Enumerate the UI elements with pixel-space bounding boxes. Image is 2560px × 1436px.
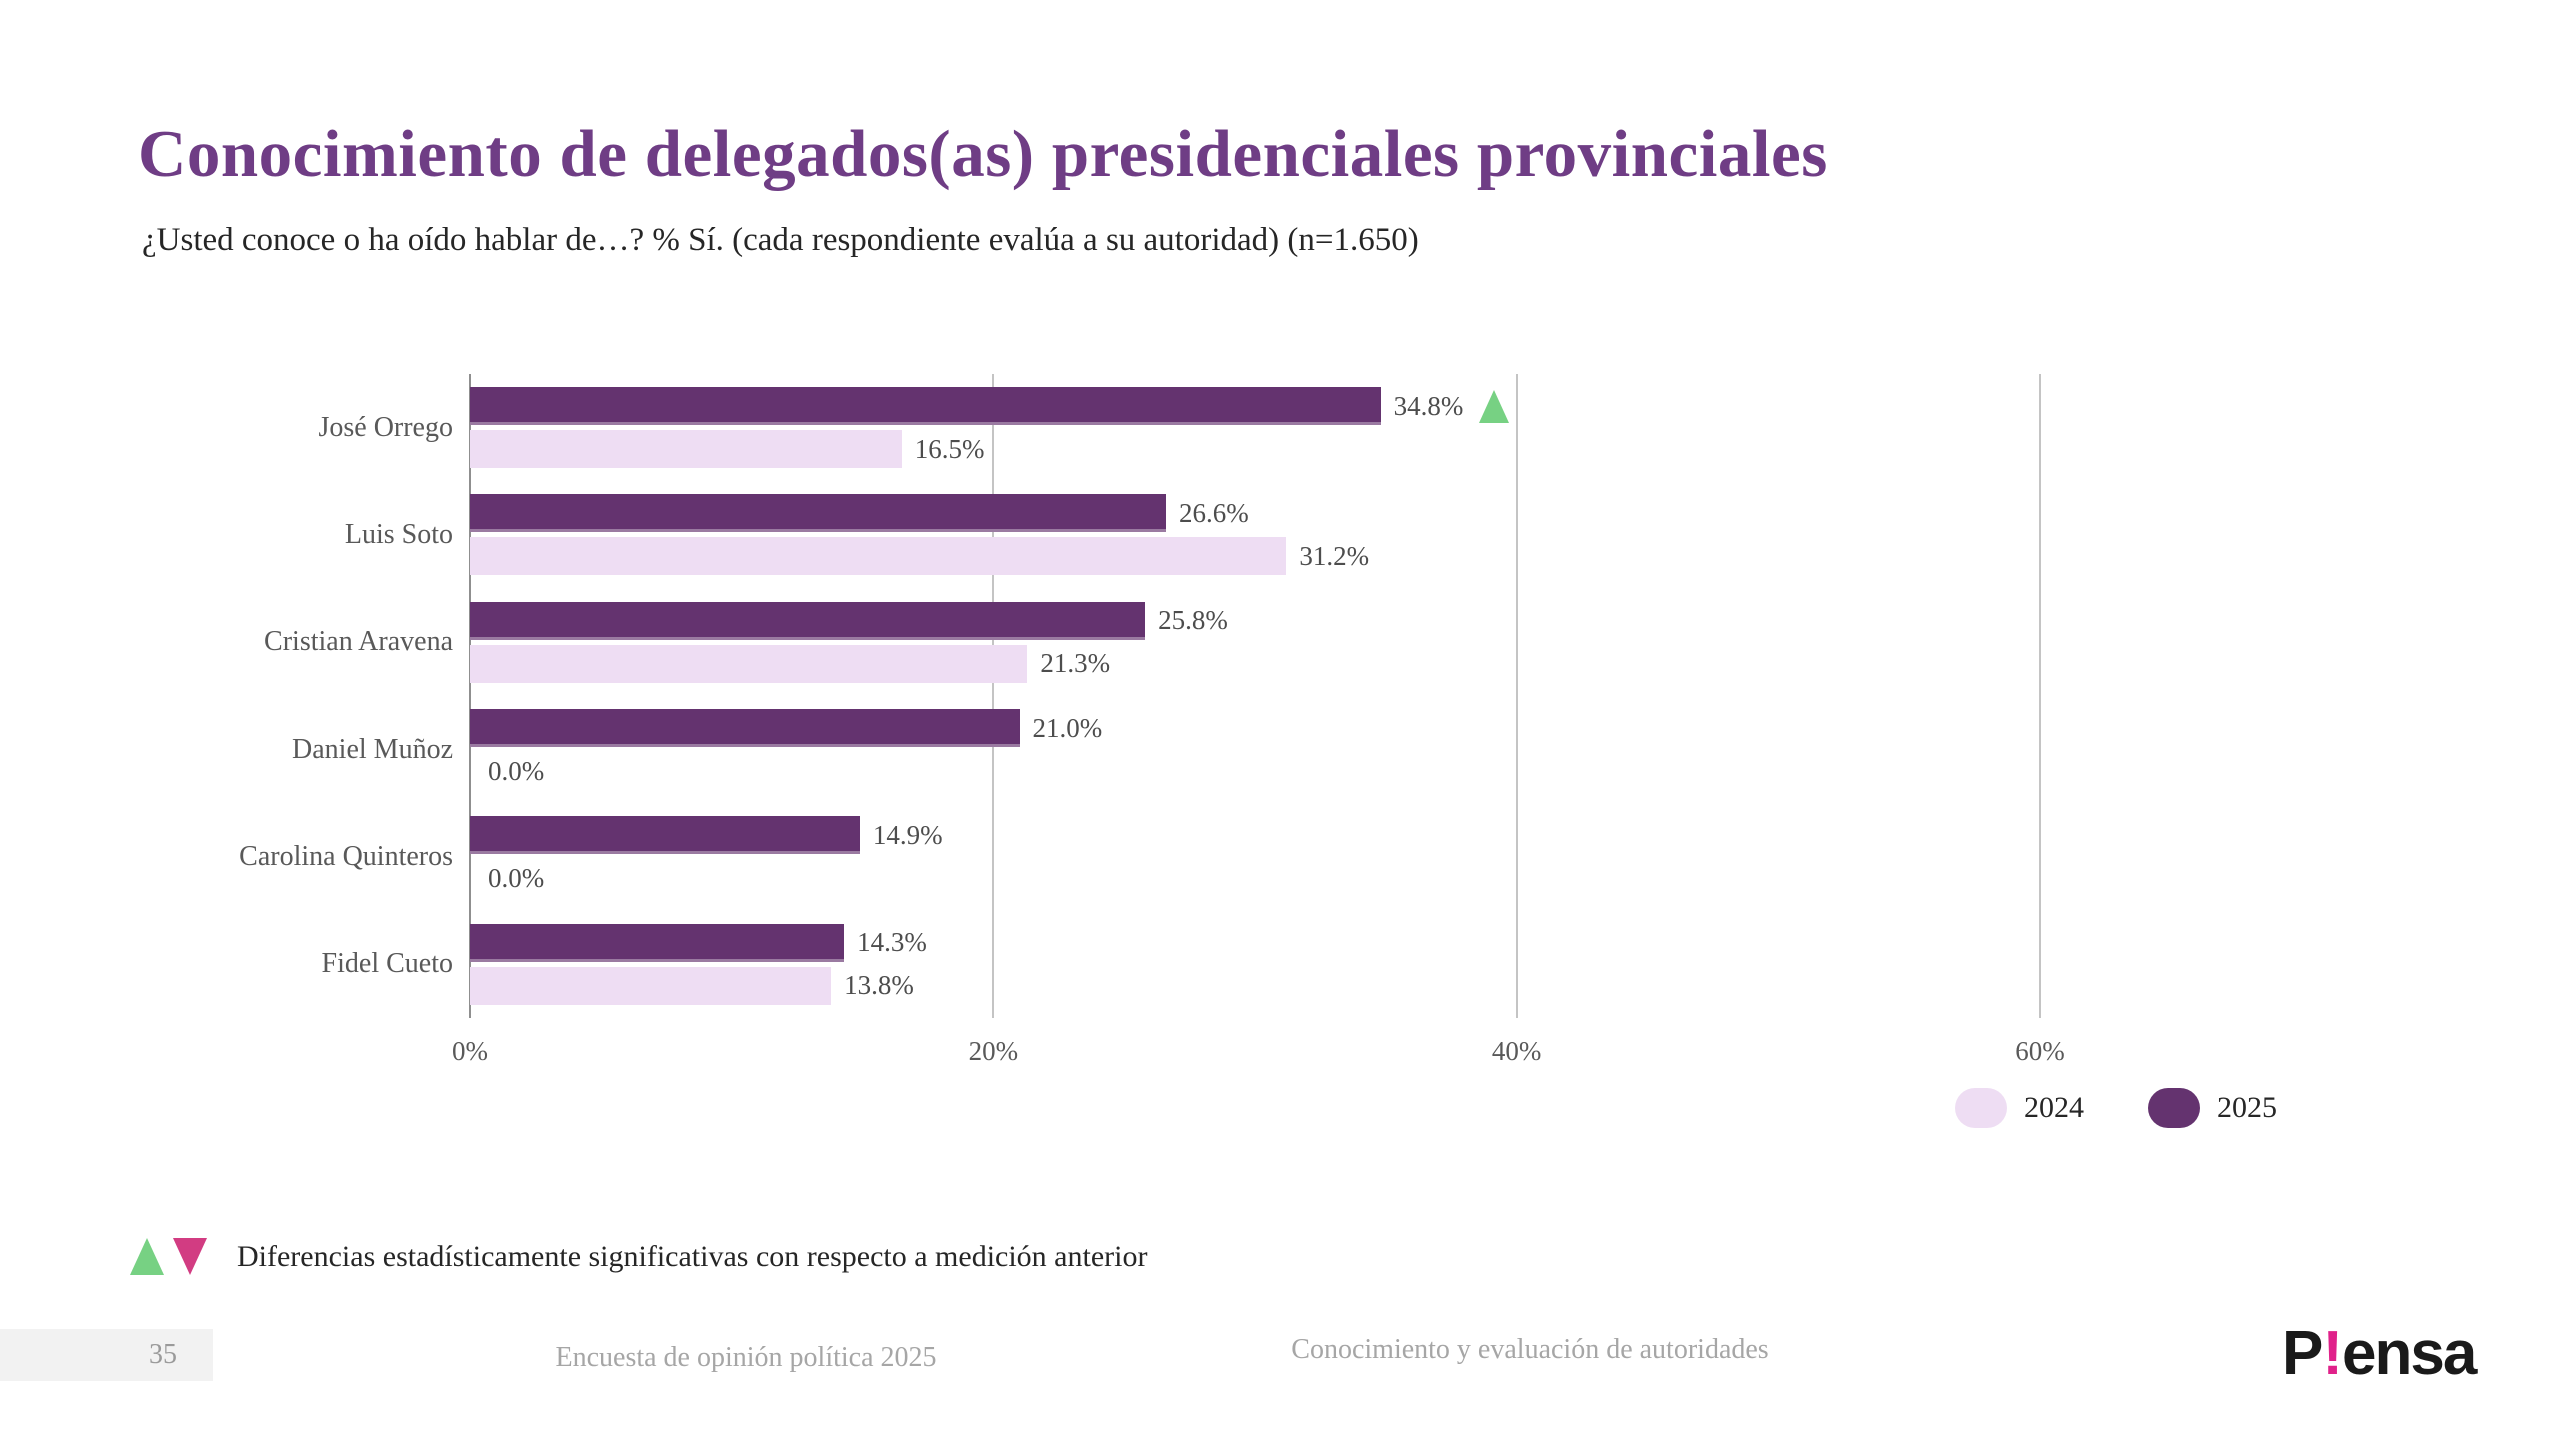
page-number: 35 xyxy=(0,1329,213,1381)
triangle-down-icon xyxy=(173,1238,207,1275)
logo-text-post: ensa xyxy=(2342,1319,2477,1388)
chart-row: Daniel Muñoz 21.0% 0.0% xyxy=(292,696,2040,803)
legend-item-2024: 2024 xyxy=(1955,1088,2084,1128)
legend-label-2025: 2025 xyxy=(2217,1091,2277,1124)
legend-swatch-2024 xyxy=(1955,1088,2007,1128)
gridline-60% xyxy=(2039,374,2041,1018)
value-label: 13.8% xyxy=(844,970,914,1001)
legend-item-2025: 2025 xyxy=(2148,1088,2277,1128)
bar-2024 xyxy=(470,430,902,469)
category-label: Cristian Aravena xyxy=(264,626,453,658)
significant-increase-icon xyxy=(1479,389,1510,423)
category-label: Daniel Muñoz xyxy=(292,733,453,765)
value-label: 14.3% xyxy=(857,927,927,958)
value-label: 21.3% xyxy=(1040,648,1111,679)
bar-line-2025: 34.8% xyxy=(470,387,2040,426)
bar-line-2024: 0.0% xyxy=(470,859,2040,897)
bar-chart: José Orrego 34.8% 16.5% Luis Soto 26.6% 31.2%… xyxy=(239,374,2065,1066)
bar-2024 xyxy=(470,537,1287,576)
category-label: José Orrego xyxy=(318,411,453,443)
bar-line-2025: 14.9% xyxy=(470,816,2040,855)
bar-2025 xyxy=(470,387,1381,426)
page-number-value: 35 xyxy=(149,1339,177,1370)
page-title: Conocimiento de delegados(as) presidenci… xyxy=(138,117,1828,191)
piensa-logo: P!ensa xyxy=(2282,1318,2477,1389)
chart-row: Luis Soto 26.6% 31.2% xyxy=(345,481,2040,588)
page-subtitle: ¿Usted conoce o ha oído hablar de…? % Sí… xyxy=(142,222,1419,258)
footer-section-title: Conocimiento y evaluación de autoridades xyxy=(1291,1334,1769,1365)
value-label: 26.6% xyxy=(1179,497,1249,528)
legend-swatch-2025 xyxy=(2148,1088,2200,1128)
chart-rows: José Orrego 34.8% 16.5% Luis Soto 26.6% 31.2%… xyxy=(239,374,2040,1018)
bar-line-2024: 13.8% xyxy=(470,966,2040,1005)
triangle-up-icon xyxy=(130,1238,164,1275)
bar-2024 xyxy=(470,966,832,1005)
gridline-20% xyxy=(992,374,995,1018)
value-label: 0.0% xyxy=(488,862,545,893)
value-label: 21.0% xyxy=(1032,712,1103,743)
bar-line-2024: 31.2% xyxy=(470,537,2040,576)
bar-line-2024: 16.5% xyxy=(470,430,2040,469)
value-label: 16.5% xyxy=(914,433,985,464)
chart-row: Carolina Quinteros 14.9% 0.0% xyxy=(239,803,2040,910)
x-tick-label: 0% xyxy=(452,1036,488,1066)
legend-label-2024: 2024 xyxy=(2024,1091,2084,1124)
chart-row: José Orrego 34.8% 16.5% xyxy=(318,374,2040,481)
value-label: 34.8% xyxy=(1393,390,1464,421)
significance-note-text: Diferencias estadísticamente significati… xyxy=(237,1239,1148,1273)
x-tick-label: 60% xyxy=(2015,1036,2065,1066)
chart-row: Cristian Aravena 25.8% 21.3% xyxy=(264,589,2040,696)
bar-line-2025: 14.3% xyxy=(470,923,2040,962)
significance-note: Diferencias estadísticamente significati… xyxy=(130,1238,1147,1275)
value-label: 0.0% xyxy=(488,755,545,786)
gridline-0% xyxy=(469,374,471,1018)
bar-line-2025: 21.0% xyxy=(470,709,2040,748)
bar-2025 xyxy=(470,494,1167,533)
x-tick-label: 20% xyxy=(968,1036,1019,1066)
category-label: Carolina Quinteros xyxy=(239,840,453,872)
bar-2025 xyxy=(470,601,1146,640)
bar-2025 xyxy=(470,709,1020,748)
value-label: 31.2% xyxy=(1299,540,1370,571)
bar-line-2025: 26.6% xyxy=(470,494,2040,533)
bar-2025 xyxy=(470,923,845,962)
x-tick-label: 40% xyxy=(1491,1036,1542,1066)
value-label: 25.8% xyxy=(1158,605,1228,636)
value-label: 14.9% xyxy=(872,819,943,850)
bar-2025 xyxy=(470,816,860,855)
bar-2024 xyxy=(470,644,1028,683)
gridline-40% xyxy=(1515,374,1518,1018)
chart-row: Fidel Cueto 14.3% 13.8% xyxy=(322,911,2040,1018)
legend: 2024 2025 xyxy=(1955,1088,2277,1128)
logo-exclamation: ! xyxy=(2322,1319,2343,1388)
bar-line-2024: 0.0% xyxy=(470,752,2040,790)
logo-text-pre: P xyxy=(2282,1319,2323,1388)
category-label: Fidel Cueto xyxy=(321,948,453,980)
footer-survey-title: Encuesta de opinión política 2025 xyxy=(555,1342,937,1373)
bar-line-2025: 25.8% xyxy=(470,601,2040,640)
category-label: Luis Soto xyxy=(344,518,453,550)
bar-line-2024: 21.3% xyxy=(470,644,2040,683)
